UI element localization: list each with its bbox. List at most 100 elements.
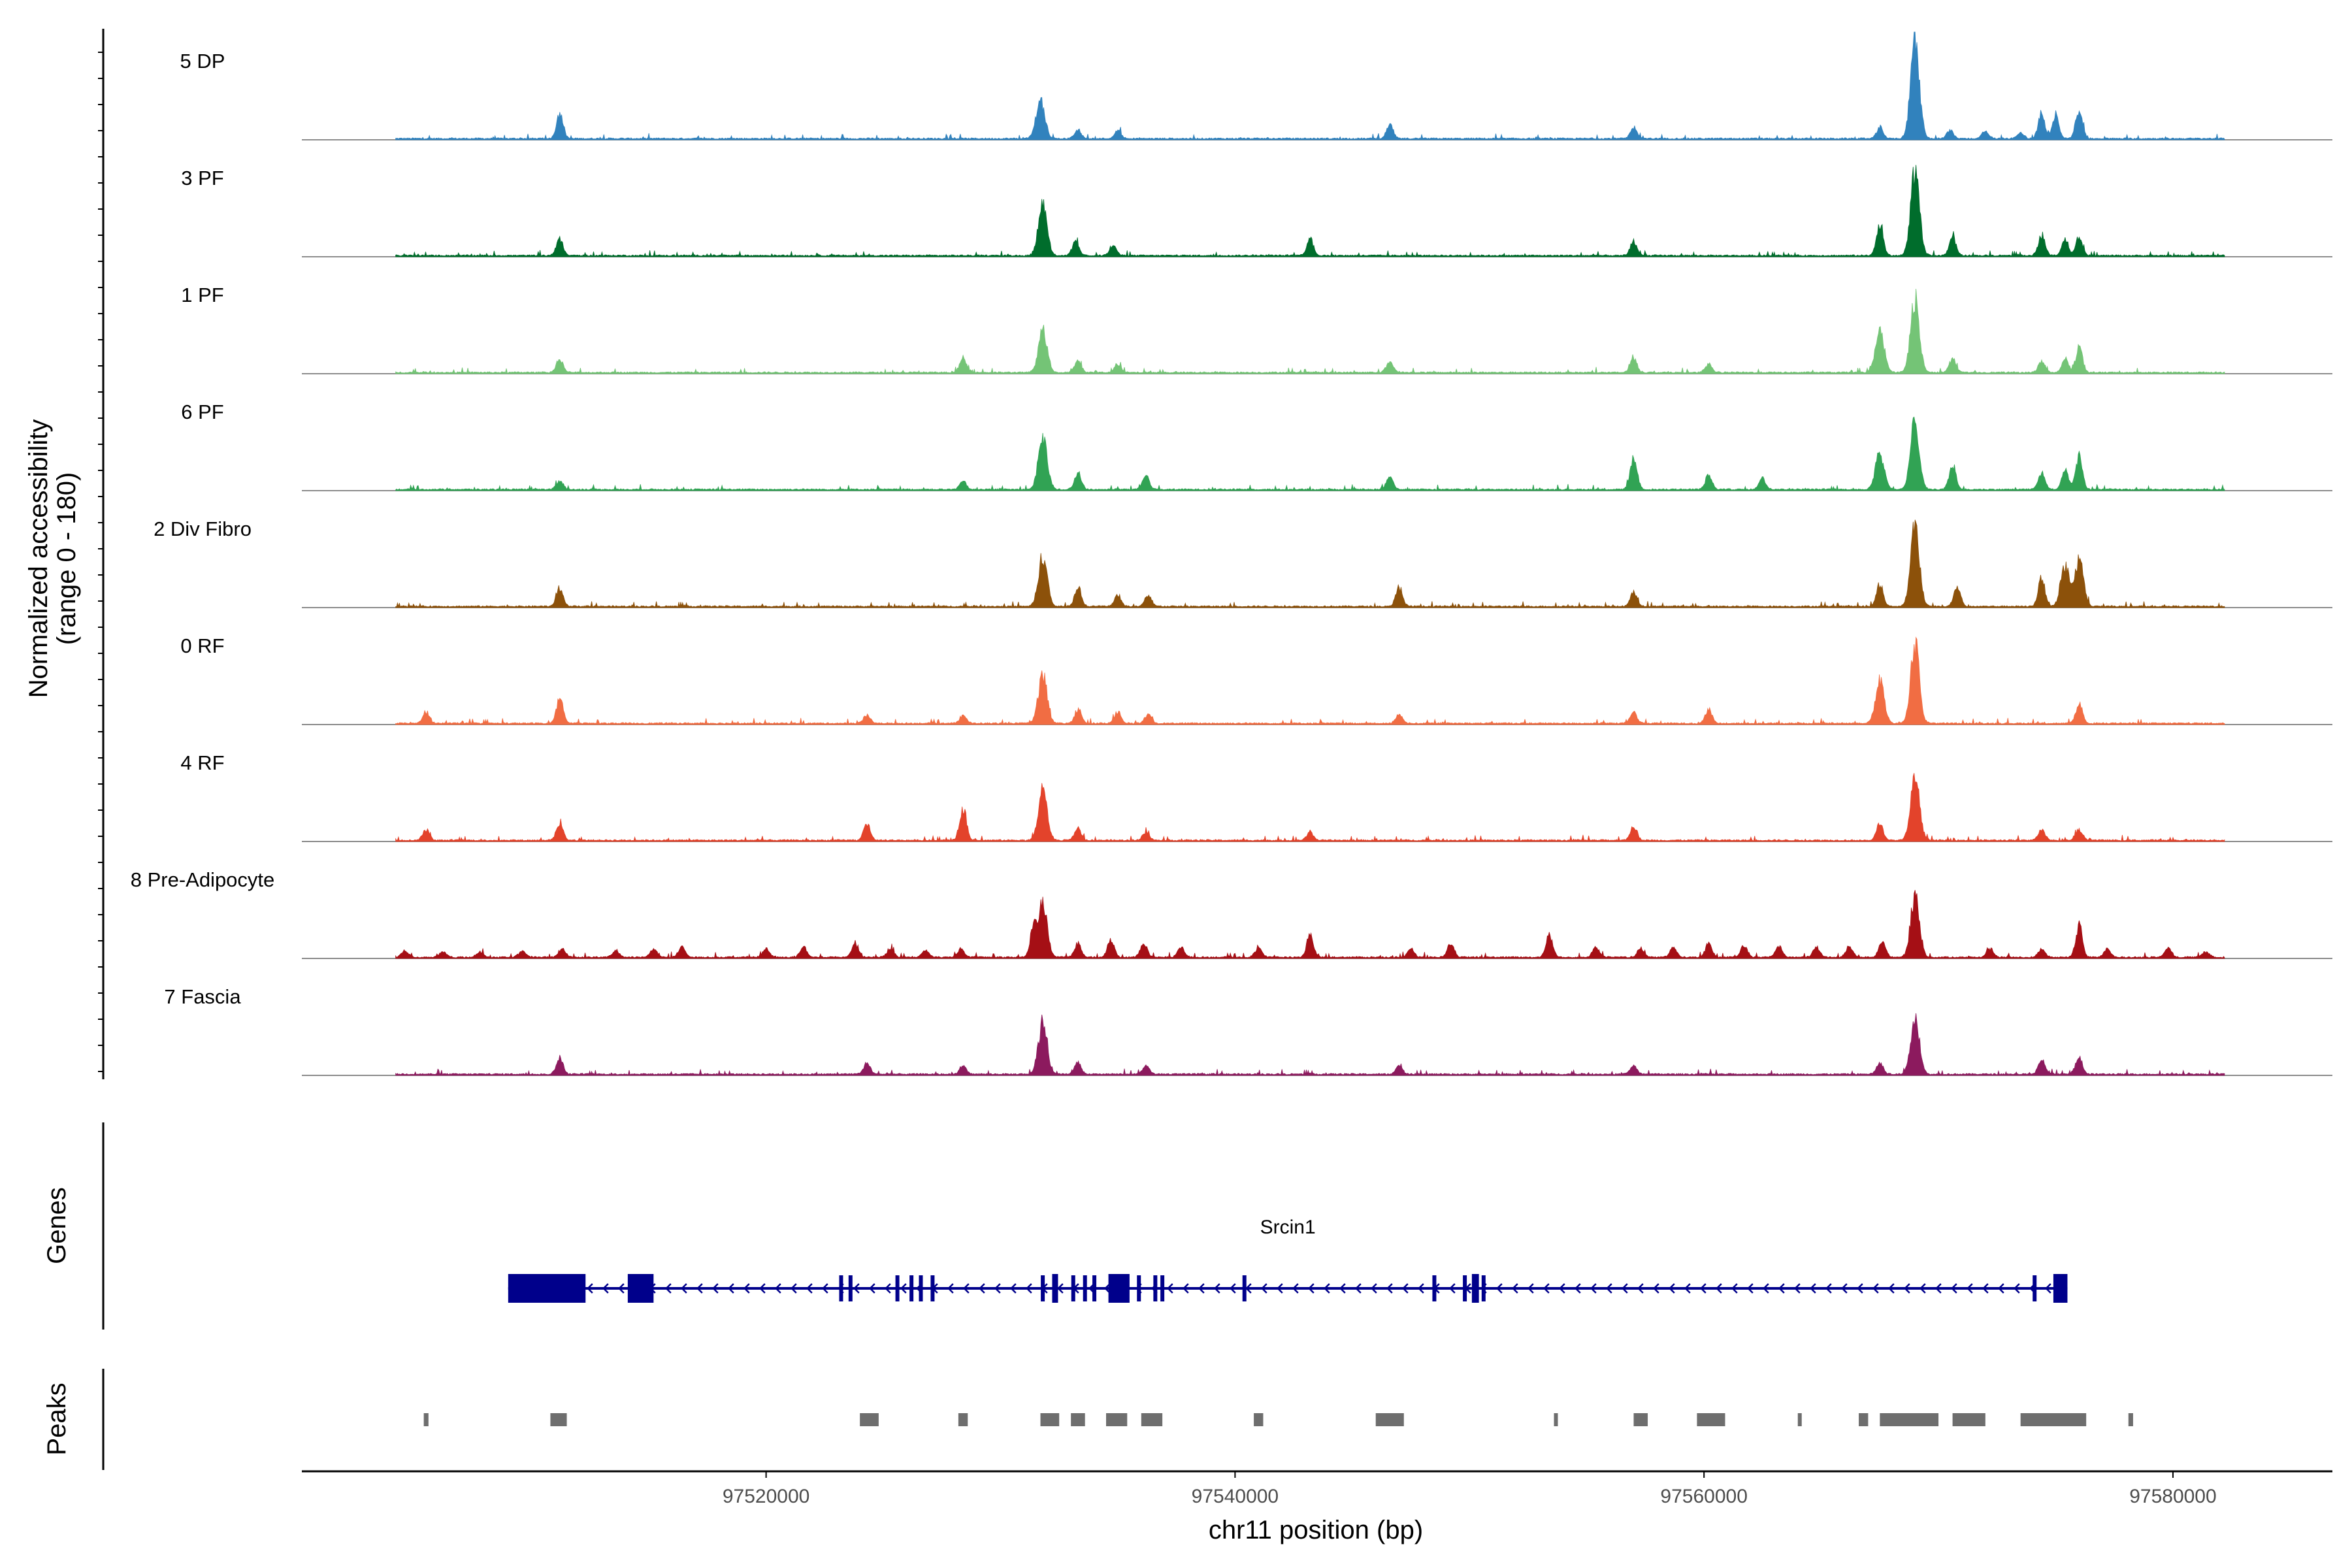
strand-arrow xyxy=(1496,1283,1503,1294)
gene-exon xyxy=(1481,1275,1486,1301)
strand-arrow xyxy=(2014,1283,2020,1294)
peak-region xyxy=(1880,1413,1939,1426)
strand-arrow xyxy=(1810,1283,1816,1294)
strand-arrow xyxy=(1057,1283,1064,1294)
strand-arrow xyxy=(1402,1283,1409,1294)
track-label: 6 PF xyxy=(181,400,223,423)
peak-region xyxy=(1071,1413,1085,1426)
strand-arrow xyxy=(1872,1283,1879,1294)
strand-arrow xyxy=(1794,1283,1801,1294)
strand-arrow xyxy=(618,1283,625,1294)
strand-arrow xyxy=(1292,1283,1299,1294)
coverage-area xyxy=(395,890,2225,959)
coverage-tracks: 5 DP 3 PF 1 PF 6 PF 2 Div Fibro 0 RF 4 RF 8 Pre… xyxy=(131,31,2332,1076)
peak-region xyxy=(1633,1413,1648,1426)
gene-exon xyxy=(1463,1275,1467,1301)
strand-arrow xyxy=(1543,1283,1550,1294)
track-label: 4 RF xyxy=(180,751,224,774)
x-tick-label: 97520000 xyxy=(723,1486,809,1507)
strand-arrow xyxy=(1637,1283,1644,1294)
gene-exon xyxy=(1052,1274,1058,1303)
track-label: 7 Fascia xyxy=(164,985,241,1008)
strand-arrow xyxy=(1684,1283,1691,1294)
coverage-area xyxy=(395,1013,2225,1076)
peak-region xyxy=(1375,1413,1404,1426)
strand-arrow xyxy=(1622,1283,1628,1294)
coverage-area xyxy=(395,31,2225,140)
strand-arrow xyxy=(587,1283,593,1294)
strand-arrow xyxy=(1575,1283,1581,1294)
x-tick-label: 97540000 xyxy=(1192,1486,1279,1507)
strand-arrow xyxy=(728,1283,734,1294)
strand-arrow xyxy=(1527,1283,1534,1294)
strand-arrow xyxy=(1559,1283,1565,1294)
strand-arrow xyxy=(806,1283,813,1294)
x-tick-label: 97560000 xyxy=(1660,1486,1747,1507)
peak-region xyxy=(1952,1413,1985,1426)
strand-arrow xyxy=(1104,1283,1111,1294)
y-axis-title: Normalized accessibility xyxy=(24,419,53,698)
strand-arrow xyxy=(1386,1283,1393,1294)
peak-region xyxy=(550,1413,567,1426)
strand-arrow xyxy=(947,1283,954,1294)
peak-region xyxy=(1797,1413,1802,1426)
track-0-rf: 0 RF xyxy=(180,634,2332,725)
strand-arrow xyxy=(1653,1283,1659,1294)
strand-arrow xyxy=(822,1283,828,1294)
peak-region xyxy=(2128,1413,2133,1426)
gene-exon xyxy=(848,1275,853,1301)
peaks-panel-title: Peaks xyxy=(42,1382,71,1455)
strand-arrow xyxy=(1308,1283,1315,1294)
gene-exon xyxy=(1071,1275,1075,1301)
track-2-div-fibro: 2 Div Fibro xyxy=(154,517,2332,608)
strand-arrow xyxy=(1026,1283,1032,1294)
strand-arrow xyxy=(1967,1283,1973,1294)
strand-arrow xyxy=(1857,1283,1863,1294)
strand-arrow xyxy=(1010,1283,1017,1294)
strand-arrow xyxy=(1904,1283,1910,1294)
strand-arrow xyxy=(759,1283,766,1294)
strand-arrow xyxy=(2045,1283,2051,1294)
peak-region xyxy=(1554,1413,1558,1426)
coverage-area xyxy=(395,636,2225,725)
strand-arrow xyxy=(1700,1283,1707,1294)
coverage-y-axis xyxy=(98,29,105,1079)
strand-arrow xyxy=(1825,1283,1832,1294)
peak-region xyxy=(1141,1413,1163,1426)
gene-exon xyxy=(1137,1275,1141,1301)
strand-arrow xyxy=(1590,1283,1597,1294)
strand-arrow xyxy=(1261,1283,1267,1294)
track-label: 2 Div Fibro xyxy=(154,517,252,540)
peak-region xyxy=(1040,1413,1060,1426)
gene-exon xyxy=(895,1275,900,1301)
strand-arrow xyxy=(743,1283,750,1294)
gene-exon xyxy=(1092,1275,1097,1301)
gene-exon xyxy=(2033,1275,2037,1301)
gene-exon xyxy=(1083,1275,1087,1301)
x-axis-title: chr11 position (bp) xyxy=(1209,1516,1423,1544)
strand-arrow xyxy=(1214,1283,1220,1294)
track-3-pf: 3 PF xyxy=(181,165,2332,257)
strand-arrow xyxy=(1716,1283,1722,1294)
strand-arrow xyxy=(994,1283,1001,1294)
strand-arrow xyxy=(1167,1283,1173,1294)
strand-arrow xyxy=(963,1283,970,1294)
strand-arrow xyxy=(1747,1283,1754,1294)
strand-arrow xyxy=(1731,1283,1738,1294)
strand-arrow xyxy=(1951,1283,1957,1294)
strand-arrow xyxy=(1418,1283,1424,1294)
track-6-pf: 6 PF xyxy=(181,400,2332,491)
strand-arrow xyxy=(1669,1283,1675,1294)
strand-arrow xyxy=(1935,1283,1942,1294)
strand-arrow xyxy=(885,1283,891,1294)
strand-arrow xyxy=(791,1283,797,1294)
strand-arrow xyxy=(869,1283,875,1294)
strand-arrow xyxy=(1919,1283,1926,1294)
peak-track xyxy=(423,1413,2133,1426)
strand-arrow xyxy=(1324,1283,1330,1294)
gene-exon xyxy=(1160,1275,1165,1301)
strand-arrow xyxy=(712,1283,719,1294)
track-label: 5 DP xyxy=(180,50,225,73)
peak-region xyxy=(1105,1413,1128,1426)
